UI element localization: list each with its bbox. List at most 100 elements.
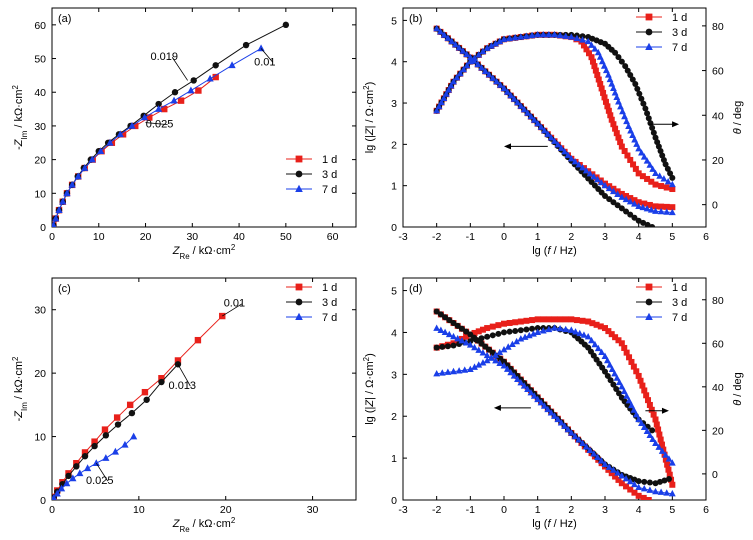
x-axis-label: ZRe / kΩ·cm2 xyxy=(172,243,235,261)
data-point-modulus xyxy=(444,34,452,41)
data-point xyxy=(97,147,105,154)
x-tick-label: 2 xyxy=(568,504,574,516)
annotation-label: 0.01 xyxy=(224,298,245,310)
data-point-modulus xyxy=(614,202,621,209)
data-point-phase xyxy=(643,157,651,164)
legend-marker xyxy=(645,283,653,291)
data-point-modulus xyxy=(541,402,548,409)
data-point-phase xyxy=(445,86,453,93)
data-point-phase xyxy=(539,327,547,334)
data-point-modulus xyxy=(458,325,465,332)
data-point-phase xyxy=(631,136,639,143)
x-tick-label: 0 xyxy=(49,231,55,243)
data-point-phase xyxy=(637,377,644,384)
data-point-modulus xyxy=(652,487,659,495)
y-axis-label: lg (|Z| / Ω·cm2) xyxy=(362,82,377,154)
data-point-phase xyxy=(593,321,600,328)
x-tick-label: 5 xyxy=(669,231,675,243)
data-point-phase xyxy=(511,33,519,41)
data-point-modulus xyxy=(594,175,601,183)
data-point-phase xyxy=(509,340,516,347)
legend-marker xyxy=(295,155,303,163)
data-point-phase xyxy=(632,411,640,418)
data-point-phase xyxy=(506,319,513,326)
x-tick-label: -2 xyxy=(432,504,441,516)
label-part: Z xyxy=(13,410,25,419)
data-point-phase xyxy=(598,85,605,92)
legend-marker xyxy=(295,170,303,178)
data-point-phase xyxy=(567,33,575,40)
data-point xyxy=(73,463,80,470)
data-point-modulus xyxy=(492,356,499,364)
data-point-phase xyxy=(630,161,637,168)
data-point-phase xyxy=(630,363,637,370)
label-part: lg ( xyxy=(532,245,548,257)
data-point-phase xyxy=(479,47,487,55)
data-point-modulus xyxy=(496,81,504,88)
data-point-modulus xyxy=(483,351,491,359)
label-part: Z xyxy=(364,399,376,408)
data-point-phase xyxy=(657,436,664,443)
data-point-phase xyxy=(668,459,676,466)
x-tick-label: -3 xyxy=(398,504,407,516)
panel-label: (a) xyxy=(58,13,71,25)
data-point-phase xyxy=(658,441,665,448)
data-point-phase xyxy=(640,423,648,431)
y-tick-label: 60 xyxy=(34,20,46,32)
data-point-modulus xyxy=(437,28,444,35)
data-point xyxy=(242,41,250,49)
x-axis-label: lg (f / Hz) xyxy=(532,518,577,530)
data-point-phase xyxy=(517,318,524,325)
data-point-phase xyxy=(620,387,628,395)
data-point-modulus xyxy=(623,483,630,490)
data-point-modulus xyxy=(445,330,453,338)
x-axis-label: lg (f / Hz) xyxy=(532,245,577,257)
data-point-modulus xyxy=(635,217,642,224)
y-axis-label: -ZIm / kΩ·cm2 xyxy=(11,357,29,422)
data-point-modulus xyxy=(602,193,608,200)
legend-label: 7 d xyxy=(672,312,687,324)
data-point-modulus xyxy=(551,412,558,419)
data-point-modulus xyxy=(640,485,648,492)
data-point-phase xyxy=(662,451,669,458)
data-point xyxy=(128,409,136,417)
data-point-modulus xyxy=(641,200,648,207)
data-point-phase xyxy=(591,63,598,70)
data-point-modulus xyxy=(433,308,440,315)
data-point-phase xyxy=(483,356,491,364)
label-part: θ xyxy=(732,128,744,134)
data-point-modulus xyxy=(610,199,617,206)
y-tick-label: 30 xyxy=(34,121,46,133)
data-point-phase xyxy=(589,58,596,65)
data-point-phase xyxy=(466,57,474,65)
data-point-phase xyxy=(456,69,464,77)
x-tick-label: 0 xyxy=(501,231,507,243)
data-point-modulus xyxy=(606,196,613,203)
data-point-phase xyxy=(658,447,666,454)
data-point-modulus xyxy=(623,208,630,215)
data-point-phase xyxy=(648,178,655,185)
data-point-phase xyxy=(523,32,530,39)
data-point-phase xyxy=(612,49,619,56)
x-tick-label: 5 xyxy=(669,504,675,516)
data-point-phase xyxy=(608,331,615,338)
label-part: θ xyxy=(732,400,744,406)
data-point xyxy=(143,396,150,403)
data-point-modulus xyxy=(582,443,590,450)
data-point-phase xyxy=(656,431,663,438)
data-point-phase xyxy=(442,90,450,97)
plot-frame xyxy=(402,7,707,228)
data-point-phase xyxy=(463,61,471,69)
data-point-modulus xyxy=(652,203,659,210)
data-point-modulus xyxy=(668,489,676,497)
data-point-phase xyxy=(668,180,676,188)
data-point xyxy=(55,206,63,213)
data-point-phase xyxy=(669,481,676,488)
y-axis-label: lg (|Z| / Ω·cm2) xyxy=(362,353,377,425)
x-tick-label: 40 xyxy=(233,231,245,243)
data-point-phase xyxy=(450,367,457,375)
data-point-phase xyxy=(666,471,673,478)
label-part: Re xyxy=(180,252,191,261)
